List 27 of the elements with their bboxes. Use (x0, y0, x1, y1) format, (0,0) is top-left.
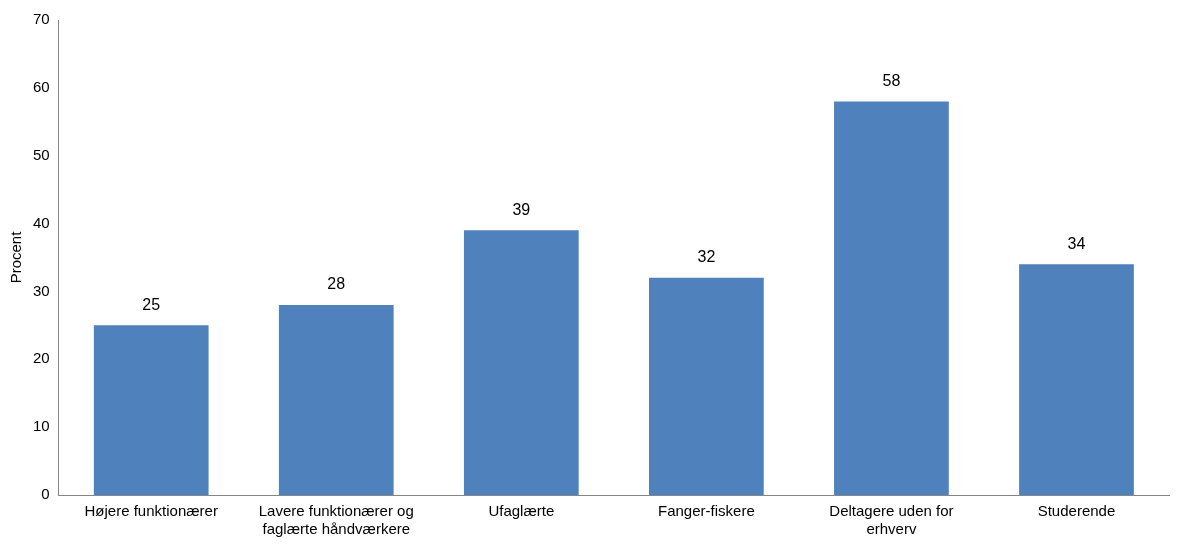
y-tick-label: 0 (41, 485, 50, 503)
y-tick-label: 20 (33, 349, 50, 367)
bar (834, 101, 949, 495)
bar (649, 277, 764, 495)
x-tick-label: Højere funktionærer (84, 502, 218, 520)
y-tick-label: 40 (33, 213, 50, 231)
bar (278, 305, 394, 495)
x-tick-label: Lavere funktionærer og faglærte håndværkere (258, 502, 414, 538)
bar (93, 325, 209, 495)
y-tick-label: 60 (33, 78, 50, 95)
y-tick-label: 70 (33, 10, 50, 28)
x-tick-label: Ufaglærte (488, 502, 555, 520)
x-tick-label: Fanger-fiskere (658, 502, 755, 520)
y-tick-label: 30 (33, 281, 50, 299)
bar (463, 230, 579, 495)
data-label: 34 (1067, 234, 1086, 252)
bar (1019, 264, 1134, 495)
data-label: 58 (882, 71, 901, 89)
data-label: 39 (512, 200, 531, 218)
y-tick-label: 50 (33, 145, 50, 163)
x-tick-label: Deltagere uden for erhverv (829, 502, 954, 538)
data-label: 32 (697, 248, 716, 266)
x-tick-label: Studerende (1037, 502, 1116, 520)
y-axis-title: Procent (7, 230, 25, 284)
data-label: 28 (327, 275, 346, 293)
data-label: 25 (142, 295, 161, 313)
y-tick-label: 10 (33, 417, 50, 435)
